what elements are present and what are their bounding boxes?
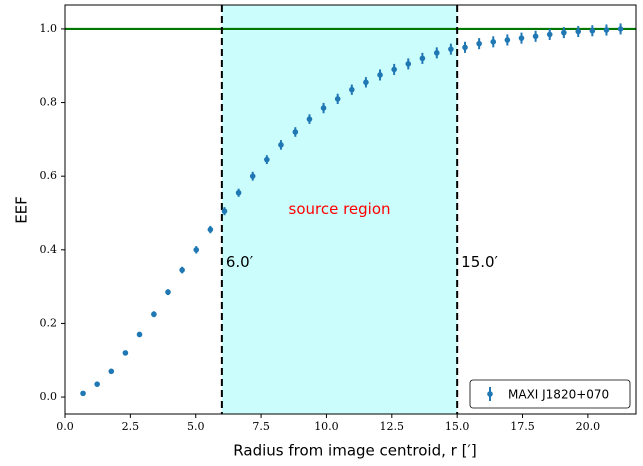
data-point (94, 381, 100, 387)
data-point (377, 72, 383, 78)
data-point (334, 96, 341, 102)
data-point (221, 208, 228, 214)
data-point (419, 55, 426, 62)
data-point (476, 40, 482, 47)
data-point (603, 27, 610, 33)
x-axis-label: Radius from image centroid, r [′] (233, 442, 476, 460)
data-point (462, 44, 468, 51)
data-point (575, 28, 582, 35)
data-point (249, 173, 256, 179)
data-point (363, 79, 369, 86)
data-point (504, 37, 511, 43)
x-tick-label: 12.5 (380, 420, 405, 433)
data-point (617, 26, 624, 32)
boundary-label: 15.0′ (461, 253, 498, 271)
data-point (306, 116, 313, 122)
y-tick-label: 0.4 (40, 243, 58, 256)
data-point (490, 39, 497, 45)
source-region (221, 5, 458, 414)
y-axis-label: EEF (13, 196, 31, 224)
data-point (207, 226, 214, 233)
legend-box (469, 379, 631, 409)
boundary-label: 6.0′ (226, 253, 254, 271)
data-point (561, 29, 567, 36)
y-tick-label: 0.8 (40, 96, 58, 109)
data-point (532, 33, 539, 40)
x-tick-label: 17.5 (510, 420, 535, 433)
data-point (589, 27, 596, 34)
x-tick-label: 10.0 (314, 420, 339, 433)
legend: MAXI J1820+070 (469, 379, 631, 409)
x-tick-label: 5.0 (187, 420, 205, 433)
plot-frame (64, 4, 637, 415)
data-point (80, 390, 86, 397)
data-point (179, 267, 185, 273)
data-point (108, 368, 115, 375)
data-point (391, 66, 397, 73)
data-point (349, 86, 355, 93)
x-tick-label: 20.0 (576, 420, 601, 433)
data-point (292, 129, 299, 135)
y-tick-label: 0.2 (40, 316, 58, 329)
x-tick-label: 2.5 (122, 420, 140, 433)
data-point (193, 247, 200, 253)
legend-label: MAXI J1820+070 (508, 388, 609, 402)
x-tick-label: 15.0 (445, 420, 470, 433)
legend-marker (487, 391, 493, 397)
data-point (448, 46, 454, 52)
data-point (136, 331, 143, 338)
data-point (151, 311, 157, 318)
data-point (235, 189, 242, 196)
y-tick-label: 0.6 (40, 169, 58, 182)
x-tick-label: 0.0 (56, 420, 74, 433)
data-point (165, 289, 171, 295)
region-label: source region (289, 200, 391, 218)
data-point (278, 142, 284, 148)
x-tick-label: 7.5 (252, 420, 270, 433)
data-point (546, 31, 553, 38)
data-point (518, 35, 525, 41)
data-point (405, 61, 412, 67)
data-point (122, 350, 129, 356)
y-tick-label: 1.0 (40, 22, 58, 35)
data-point (264, 156, 270, 163)
data-point (433, 50, 440, 56)
data-point (320, 105, 327, 111)
y-tick-label: 0.0 (40, 390, 58, 403)
